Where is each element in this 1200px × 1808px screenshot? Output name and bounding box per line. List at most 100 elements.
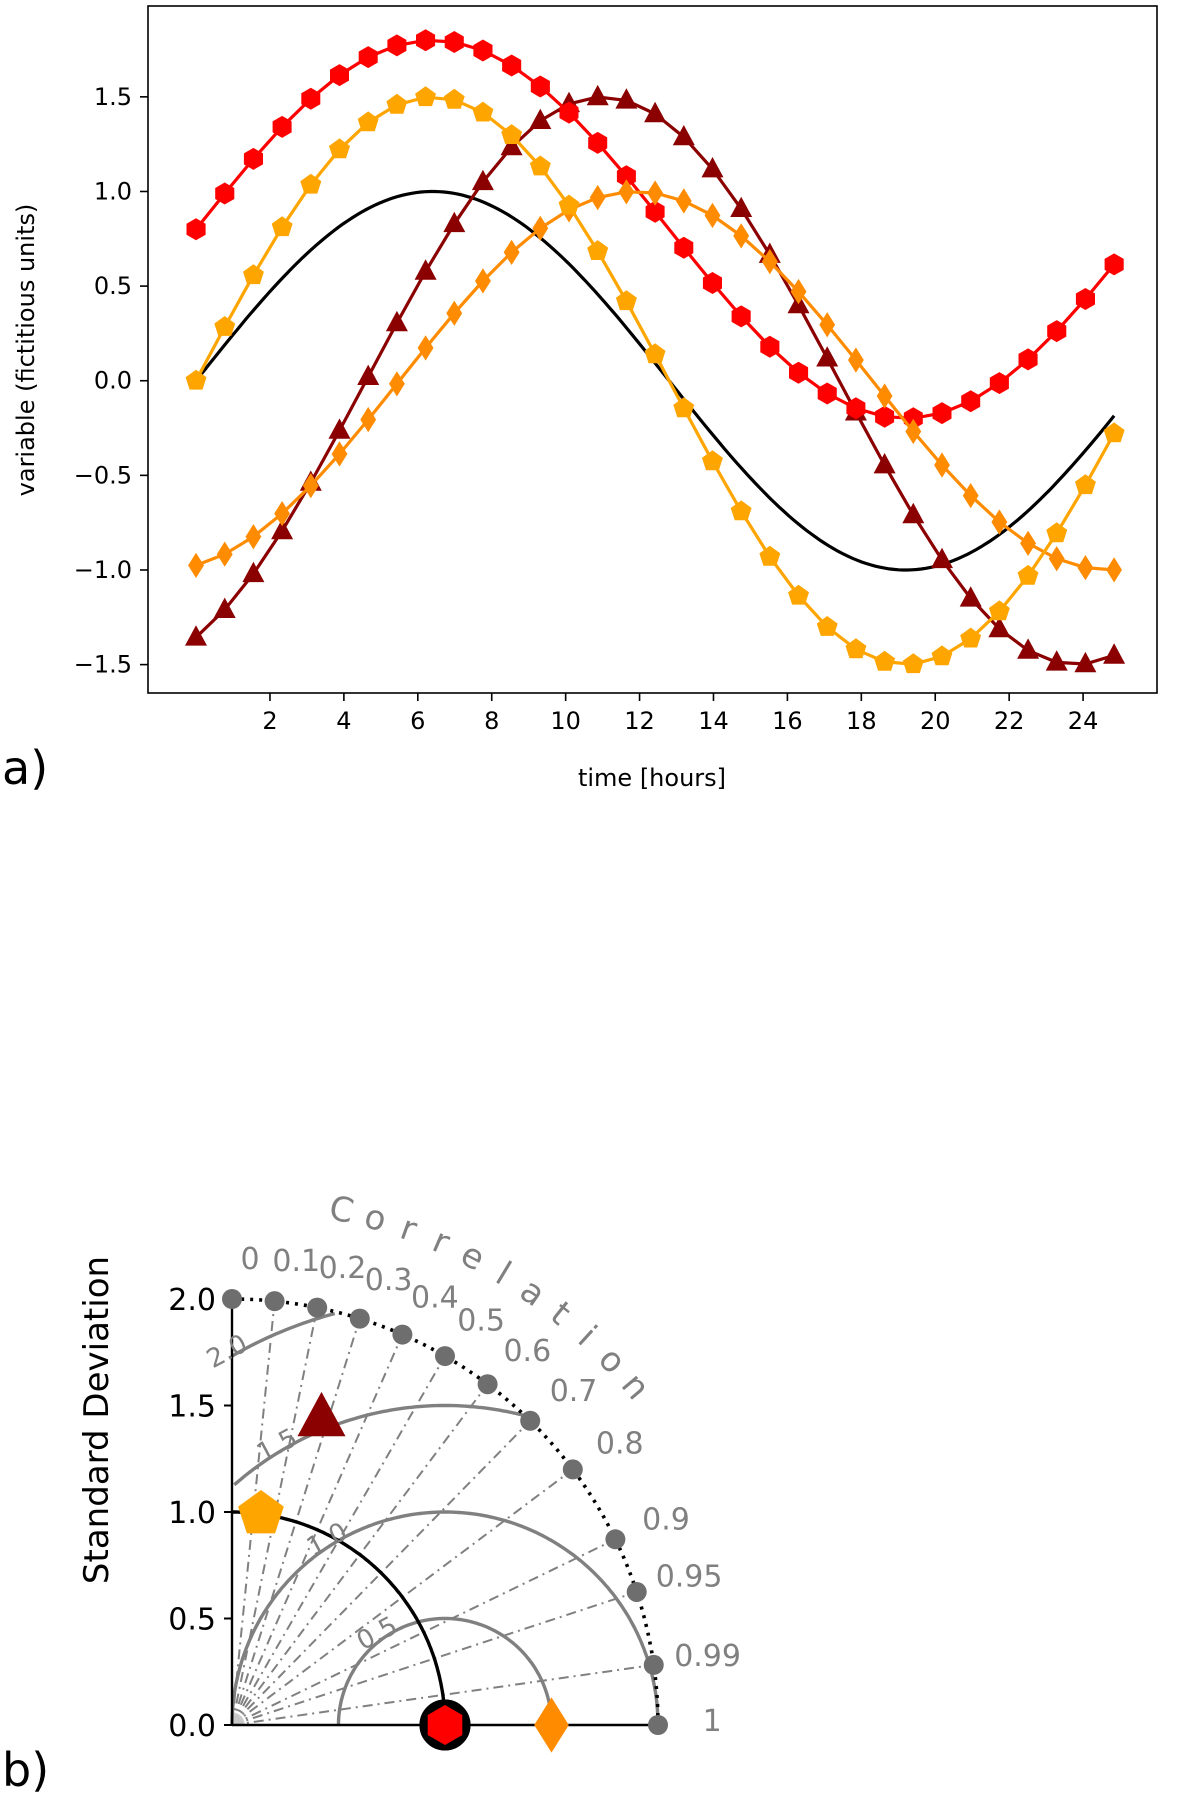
data-point-model-yellow-orange-17 xyxy=(673,397,695,418)
x-tick-label-10: 22 xyxy=(994,707,1025,735)
rms-label-0: 0.5 xyxy=(352,1611,403,1657)
x-tick-label-8: 18 xyxy=(846,707,877,735)
data-point-model-dark-red-31 xyxy=(1074,651,1097,673)
data-point-model-orange-6 xyxy=(360,406,377,433)
data-point-model-red-2 xyxy=(243,147,263,170)
data-point-model-yellow-orange-9 xyxy=(443,88,465,109)
corr-dot-8 xyxy=(562,1459,583,1480)
x-tick-label-6: 14 xyxy=(698,707,729,735)
data-point-model-red-3 xyxy=(272,115,292,138)
data-point-model-red-24 xyxy=(875,405,895,428)
data-point-model-dark-red-15 xyxy=(615,88,638,109)
corr-dot-11 xyxy=(643,1654,664,1675)
taylor-point-model-dark-red xyxy=(297,1391,346,1437)
data-point-model-orange-5 xyxy=(331,441,348,467)
corr-title-letter-4: e xyxy=(454,1234,491,1279)
data-point-model-dark-red-28 xyxy=(988,616,1011,638)
data-point-model-dark-red-30 xyxy=(1045,650,1068,671)
data-point-model-red-12 xyxy=(530,75,550,98)
corr-title-letter-0: C xyxy=(326,1188,358,1232)
series-model-red xyxy=(186,29,1124,430)
std-tick-label-3: 1.5 xyxy=(168,1390,216,1425)
data-point-model-orange-7 xyxy=(389,371,405,397)
data-point-model-yellow-orange-15 xyxy=(615,290,637,311)
data-point-model-dark-red-29 xyxy=(1017,638,1040,659)
corr-title-letter-7: t xyxy=(543,1294,578,1334)
data-point-model-yellow-orange-5 xyxy=(329,138,350,159)
corr-dot-6 xyxy=(477,1374,498,1395)
x-axis-label: time [hours] xyxy=(578,764,726,792)
data-point-model-dark-red-18 xyxy=(701,157,724,178)
data-point-model-red-13 xyxy=(559,101,579,124)
data-point-model-yellow-orange-32 xyxy=(1103,422,1125,443)
corr-title-letter-10: n xyxy=(613,1365,658,1407)
data-point-model-dark-red-25 xyxy=(902,502,925,524)
data-point-model-yellow-orange-3 xyxy=(271,216,293,237)
data-point-model-orange-17 xyxy=(675,188,692,214)
data-point-model-yellow-orange-22 xyxy=(816,616,838,636)
corr-label-7: 0.7 xyxy=(550,1374,598,1409)
corr-dot-3 xyxy=(349,1308,370,1329)
data-point-model-red-4 xyxy=(301,87,321,110)
data-point-model-dark-red-26 xyxy=(931,547,953,569)
y-tick-label-4: 0.5 xyxy=(94,272,132,300)
data-point-model-orange-14 xyxy=(589,184,606,211)
data-point-model-yellow-orange-29 xyxy=(1017,564,1039,585)
data-point-model-dark-red-6 xyxy=(357,364,380,385)
data-point-model-red-8 xyxy=(416,29,436,52)
std-tick-label-2: 1.0 xyxy=(168,1496,216,1531)
data-point-model-orange-3 xyxy=(274,501,290,527)
series-model-yellow-orange xyxy=(185,86,1125,674)
series-model-orange xyxy=(188,179,1122,583)
data-point-model-yellow-orange-31 xyxy=(1075,474,1096,495)
data-point-model-red-6 xyxy=(358,46,378,69)
corr-label-9: 0.9 xyxy=(642,1503,690,1538)
std-tick-label-4: 2.0 xyxy=(168,1283,216,1318)
data-point-model-yellow-orange-18 xyxy=(702,450,723,471)
data-point-model-yellow-orange-12 xyxy=(529,155,551,176)
corr-dot-5 xyxy=(435,1346,455,1367)
std-axis-title: Standard Deviation xyxy=(77,1256,117,1584)
panel-a-time-series: 2 4 6 8 10 12 14 16 18 20 22 24 −1.5−1.0−0.50.00.51… xyxy=(2,5,1158,795)
data-point-model-yellow-orange-20 xyxy=(759,545,781,566)
data-point-model-orange-18 xyxy=(704,202,721,229)
data-point-model-orange-27 xyxy=(962,483,979,509)
data-point-model-orange-10 xyxy=(475,268,491,294)
rms-label-3: 2.0 xyxy=(202,1329,253,1375)
x-tick-label-3: 8 xyxy=(484,707,499,735)
data-point-model-yellow-orange-21 xyxy=(788,584,809,605)
data-point-model-dark-red-12 xyxy=(529,108,552,129)
rms-contour-1 xyxy=(230,1510,660,1725)
data-point-model-yellow-orange-19 xyxy=(730,500,752,521)
y-tick-label-3: 0.0 xyxy=(94,367,132,395)
rms-label-2: 1.5 xyxy=(252,1423,303,1469)
data-point-model-red-7 xyxy=(387,34,407,57)
data-point-model-red-23 xyxy=(846,397,866,420)
corr-label-2: 0.2 xyxy=(319,1251,367,1286)
data-point-model-dark-red-2 xyxy=(242,561,265,583)
data-point-model-yellow-orange-1 xyxy=(214,316,236,336)
y-tick-label-1: −1.0 xyxy=(74,556,132,584)
data-point-model-red-26 xyxy=(932,402,952,425)
data-point-model-orange-21 xyxy=(790,278,807,305)
corr-title-letter-6: a xyxy=(512,1270,552,1315)
data-point-model-dark-red-3 xyxy=(271,518,294,540)
data-point-model-orange-23 xyxy=(848,347,864,373)
data-point-model-red-5 xyxy=(330,64,349,87)
corr-label-11: 0.99 xyxy=(674,1639,741,1674)
data-point-model-yellow-orange-8 xyxy=(415,86,436,107)
data-point-model-dark-red-14 xyxy=(586,84,609,106)
data-point-model-dark-red-16 xyxy=(644,101,667,123)
data-point-model-orange-26 xyxy=(934,452,950,478)
data-point-model-yellow-orange-27 xyxy=(960,627,982,648)
corr-dot-9 xyxy=(605,1529,626,1550)
data-point-model-orange-28 xyxy=(991,509,1008,535)
rms-label-1: 1.0 xyxy=(302,1517,353,1563)
y-tick-label-5: 1.0 xyxy=(94,177,132,205)
rms-contour-2 xyxy=(233,1403,525,1487)
plot-frame xyxy=(147,5,1158,694)
data-point-model-red-20 xyxy=(760,335,780,358)
panel-label-a: a) xyxy=(2,741,48,795)
data-point-model-yellow-orange-11 xyxy=(501,124,523,144)
